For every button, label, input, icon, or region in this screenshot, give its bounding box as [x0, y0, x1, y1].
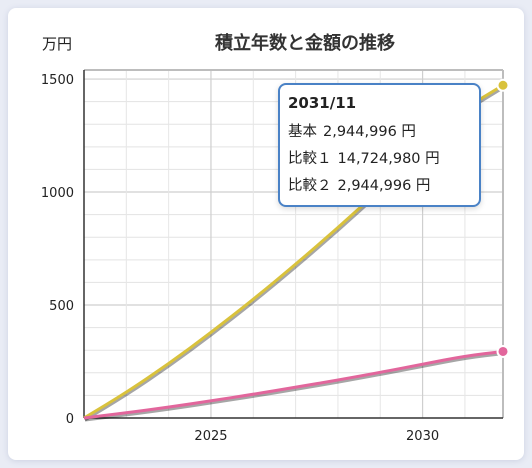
y-tick-label: 0: [66, 412, 74, 427]
series-endpoint-hikaku1: [496, 78, 510, 92]
series-line-shadow: [84, 351, 505, 422]
tooltip-value: 2,944,996 円: [323, 124, 416, 140]
x-tick-label: 2025: [194, 429, 227, 444]
x-tick-label: 2030: [406, 429, 439, 444]
tooltip-value: 2,944,996 円: [337, 178, 431, 194]
tooltip-label: 比較１: [288, 151, 332, 167]
tooltip-value: 14,724,980 円: [337, 151, 440, 167]
series-line-kihon: [83, 349, 504, 420]
line-chart: 積立年数と金額の推移 万円 0 500 1000 1500 2025 2030: [41, 32, 510, 444]
data-tooltip: 2031/11 基本 2,944,996 円 比較１ 14,724,980 円 比較…: [278, 83, 481, 207]
y-unit-label: 万円: [42, 35, 72, 53]
tooltip-row-hikaku2: 比較２ 2,944,996 円: [288, 173, 471, 200]
chart-title: 積立年数と金額の推移: [214, 32, 395, 54]
tooltip-row-kihon: 基本 2,944,996 円: [288, 119, 471, 146]
y-tick-label: 1500: [41, 73, 74, 88]
tooltip-date: 2031/11: [288, 94, 357, 112]
y-tick-label: 1000: [41, 186, 74, 201]
chart-card: 積立年数と金額の推移 万円 0 500 1000 1500 2025 2030 2031/…: [8, 8, 524, 460]
tooltip-label: 基本: [288, 124, 317, 140]
tooltip-row-hikaku1: 比較１ 14,724,980 円: [288, 146, 471, 173]
tooltip-label: 比較２: [288, 178, 332, 194]
series-endpoint-kihon: [496, 344, 510, 358]
y-tick-label: 500: [49, 299, 74, 314]
